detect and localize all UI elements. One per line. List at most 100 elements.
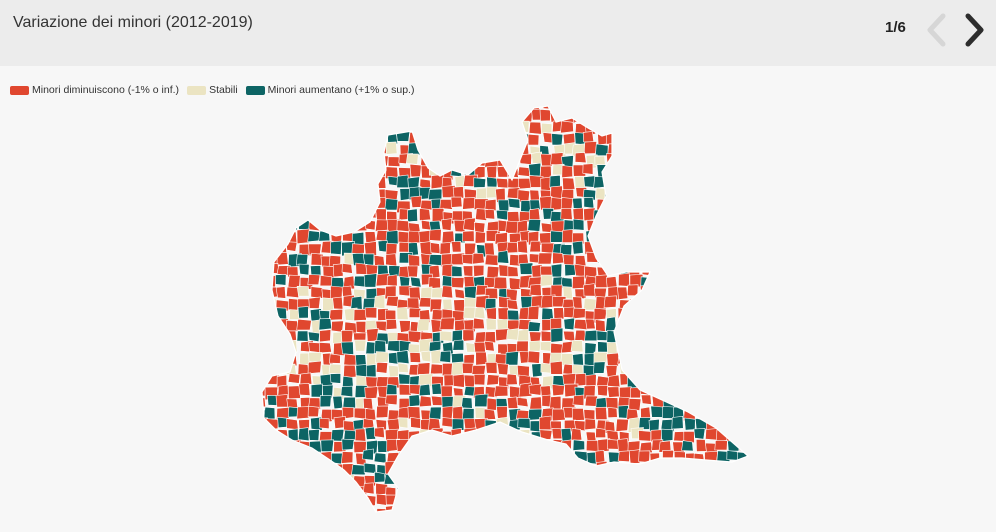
municipality-cell[interactable] xyxy=(320,471,332,484)
municipality-cell[interactable] xyxy=(463,133,478,145)
municipality-cell[interactable] xyxy=(707,371,721,387)
municipality-cell[interactable] xyxy=(727,440,741,452)
municipality-cell[interactable] xyxy=(673,339,688,355)
municipality-cell[interactable] xyxy=(595,187,607,200)
municipality-cell[interactable] xyxy=(672,518,684,527)
municipality-cell[interactable] xyxy=(296,285,310,297)
municipality-cell[interactable] xyxy=(607,374,621,388)
municipality-cell[interactable] xyxy=(375,164,386,178)
municipality-cell[interactable] xyxy=(287,166,301,179)
municipality-cell[interactable] xyxy=(440,120,454,134)
municipality-cell[interactable] xyxy=(254,318,266,331)
municipality-cell[interactable] xyxy=(340,101,354,115)
municipality-cell[interactable] xyxy=(265,142,277,156)
municipality-cell[interactable] xyxy=(603,219,616,231)
municipality-cell[interactable] xyxy=(705,188,718,202)
municipality-cell[interactable] xyxy=(561,497,573,508)
municipality-cell[interactable] xyxy=(407,492,420,509)
municipality-cell[interactable] xyxy=(416,362,431,375)
municipality-cell[interactable] xyxy=(297,507,309,520)
municipality-cell[interactable] xyxy=(529,240,541,253)
municipality-cell[interactable] xyxy=(497,519,509,527)
municipality-cell[interactable] xyxy=(484,463,496,475)
municipality-cell[interactable] xyxy=(617,505,632,517)
municipality-cell[interactable] xyxy=(749,286,761,300)
municipality-cell[interactable] xyxy=(420,461,434,475)
municipality-cell[interactable] xyxy=(739,222,751,233)
municipality-cell[interactable] xyxy=(650,142,665,154)
municipality-cell[interactable] xyxy=(595,296,607,310)
municipality-cell[interactable] xyxy=(641,515,651,527)
municipality-cell[interactable] xyxy=(606,263,620,275)
municipality-cell[interactable] xyxy=(387,340,402,353)
municipality-cell[interactable] xyxy=(253,229,267,243)
municipality-cell[interactable] xyxy=(298,143,310,156)
municipality-cell[interactable] xyxy=(441,133,455,146)
municipality-cell[interactable] xyxy=(706,233,718,246)
municipality-cell[interactable] xyxy=(253,350,266,363)
municipality-cell[interactable] xyxy=(397,503,411,516)
municipality-cell[interactable] xyxy=(471,364,486,376)
municipality-cell[interactable] xyxy=(429,462,440,476)
previous-button[interactable] xyxy=(922,10,952,50)
municipality-cell[interactable] xyxy=(540,153,554,167)
municipality-cell[interactable] xyxy=(374,471,386,483)
municipality-cell[interactable] xyxy=(695,265,709,278)
municipality-cell[interactable] xyxy=(462,506,475,520)
municipality-cell[interactable] xyxy=(628,340,640,354)
municipality-cell[interactable] xyxy=(473,221,486,233)
municipality-cell[interactable] xyxy=(692,208,705,222)
municipality-cell[interactable] xyxy=(726,405,739,417)
municipality-cell[interactable] xyxy=(638,166,654,178)
municipality-cell[interactable] xyxy=(540,473,553,488)
municipality-cell[interactable] xyxy=(627,506,641,516)
municipality-cell[interactable] xyxy=(350,295,363,310)
municipality-cell[interactable] xyxy=(638,209,651,223)
municipality-cell[interactable] xyxy=(531,363,543,378)
municipality-cell[interactable] xyxy=(704,297,720,309)
municipality-cell[interactable] xyxy=(739,166,752,178)
municipality-cell[interactable] xyxy=(594,99,606,110)
municipality-cell[interactable] xyxy=(672,265,685,278)
municipality-cell[interactable] xyxy=(749,252,762,265)
municipality-cell[interactable] xyxy=(340,451,354,464)
municipality-cell[interactable] xyxy=(695,154,709,167)
municipality-cell[interactable] xyxy=(464,285,477,300)
municipality-cell[interactable] xyxy=(296,228,311,245)
municipality-cell[interactable] xyxy=(409,163,422,178)
municipality-cell[interactable] xyxy=(453,439,466,452)
municipality-cell[interactable] xyxy=(728,251,742,265)
municipality-cell[interactable] xyxy=(746,239,761,254)
municipality-cell[interactable] xyxy=(306,121,321,134)
municipality-cell[interactable] xyxy=(373,98,384,110)
municipality-cell[interactable] xyxy=(473,341,486,354)
municipality-cell[interactable] xyxy=(450,196,463,208)
municipality-cell[interactable] xyxy=(255,287,266,302)
municipality-cell[interactable] xyxy=(506,373,518,386)
municipality-cell[interactable] xyxy=(419,395,432,408)
municipality-cell[interactable] xyxy=(364,144,378,158)
municipality-cell[interactable] xyxy=(684,329,698,342)
municipality-cell[interactable] xyxy=(692,471,705,483)
municipality-cell[interactable] xyxy=(592,120,605,133)
municipality-cell[interactable] xyxy=(560,427,573,442)
municipality-cell[interactable] xyxy=(706,209,718,222)
municipality-cell[interactable] xyxy=(550,327,564,343)
municipality-cell[interactable] xyxy=(506,241,519,254)
municipality-cell[interactable] xyxy=(384,460,397,475)
municipality-cell[interactable] xyxy=(549,174,561,188)
municipality-cell[interactable] xyxy=(737,131,748,144)
municipality-cell[interactable] xyxy=(672,321,685,333)
municipality-cell[interactable] xyxy=(461,397,473,409)
municipality-cell[interactable] xyxy=(728,496,741,510)
municipality-cell[interactable] xyxy=(256,472,269,487)
municipality-cell[interactable] xyxy=(552,252,565,265)
municipality-cell[interactable] xyxy=(275,131,290,144)
municipality-cell[interactable] xyxy=(256,221,269,235)
municipality-cell[interactable] xyxy=(509,517,521,527)
municipality-cell[interactable] xyxy=(649,332,662,344)
municipality-cell[interactable] xyxy=(638,473,649,487)
municipality-cell[interactable] xyxy=(738,516,750,527)
municipality-cell[interactable] xyxy=(718,154,733,167)
